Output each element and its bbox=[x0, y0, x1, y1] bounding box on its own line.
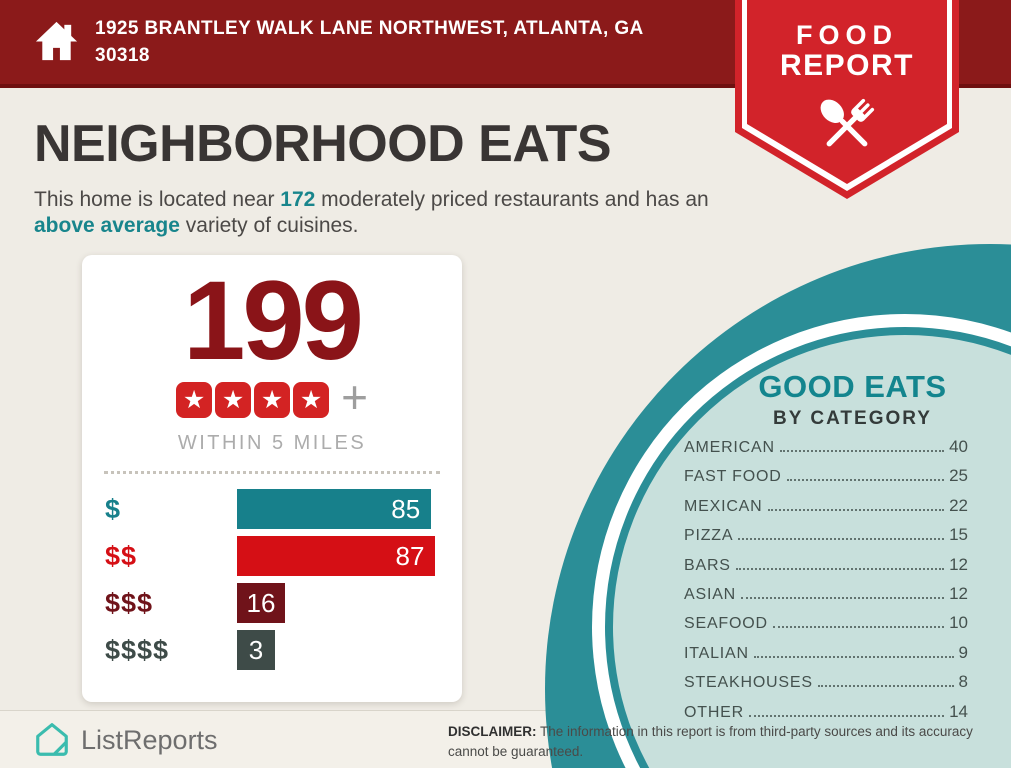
price-bar-row: $85 bbox=[105, 489, 437, 529]
dotted-leader bbox=[735, 567, 945, 570]
badge-title-line2: REPORT bbox=[779, 49, 914, 82]
category-row: STEAKHOUSES 8 bbox=[684, 672, 968, 692]
category-row: SEAFOOD 10 bbox=[684, 613, 968, 633]
bar-value: 3 bbox=[248, 634, 264, 665]
disclaimer-text: DISCLAIMER: The information in this repo… bbox=[448, 722, 993, 761]
star-icon: ★ bbox=[254, 382, 291, 418]
disclaimer-body: The information in this report is from t… bbox=[448, 724, 973, 759]
intro-text-part3: variety of cuisines. bbox=[179, 213, 359, 237]
page-title: NEIGHBORHOOD EATS bbox=[34, 115, 612, 173]
dotted-leader bbox=[738, 538, 945, 541]
category-name: MEXICAN bbox=[684, 497, 763, 515]
plus-icon: + bbox=[341, 371, 368, 423]
listreports-house-icon bbox=[36, 723, 68, 756]
category-count: 14 bbox=[949, 701, 968, 721]
disclaimer-label: DISCLAIMER: bbox=[448, 724, 537, 739]
dotted-leader bbox=[779, 450, 945, 452]
intro-text-part2: moderately priced restaurants and has an bbox=[315, 188, 709, 211]
star-icon: ★ bbox=[293, 382, 330, 418]
badge-title-line1: FOOD bbox=[796, 20, 898, 50]
category-count: 9 bbox=[958, 642, 968, 662]
category-count: 25 bbox=[949, 466, 968, 486]
restaurant-stat-card: 199 ★ ★ ★ ★ + WITHIN 5 MILES $85 $$ 87 $$$ 16 $$$… bbox=[82, 255, 462, 702]
category-name: PIZZA bbox=[684, 527, 734, 545]
category-count: 10 bbox=[949, 613, 968, 633]
price-tier-label: $ bbox=[105, 493, 122, 524]
category-count: 40 bbox=[949, 437, 968, 456]
bar-value: 16 bbox=[246, 587, 276, 618]
price-bar-row: $$$ 16 bbox=[105, 583, 437, 623]
dotted-leader bbox=[749, 714, 945, 717]
bar-value: 87 bbox=[395, 540, 425, 571]
good-eats-header: GOOD EATS BY CATEGORY bbox=[660, 369, 1011, 430]
price-tier-label: $$ bbox=[105, 540, 138, 571]
price-tier-label: $$$ bbox=[105, 587, 154, 618]
category-name: BARS bbox=[684, 556, 731, 574]
dotted-leader bbox=[753, 655, 954, 658]
radius-label: WITHIN 5 MILES bbox=[177, 432, 367, 454]
category-row: AMERICAN 40 bbox=[684, 437, 968, 457]
address-line-2: 30318 bbox=[95, 45, 150, 66]
category-row: BARS 12 bbox=[684, 555, 968, 575]
category-row: OTHER 14 bbox=[684, 702, 968, 722]
intro-section: NEIGHBORHOOD EATS This home is located n… bbox=[34, 118, 734, 239]
category-row: FAST FOOD 25 bbox=[684, 466, 968, 486]
food-report-badge: FOOD REPORT bbox=[735, 0, 959, 200]
ribbon-shape bbox=[735, 0, 959, 199]
property-address: 1925 BRANTLEY WALK LANE NORTHWEST, ATLAN… bbox=[95, 15, 644, 69]
total-restaurants-stat: 199 bbox=[183, 258, 364, 383]
star-icon: ★ bbox=[215, 382, 252, 418]
brand-name: ListReports bbox=[81, 724, 218, 755]
price-tier-bar-chart: $85 $$ 87 $$$ 16 $$$$ 3 bbox=[82, 489, 462, 670]
category-count: 22 bbox=[949, 495, 968, 515]
category-row: PIZZA 15 bbox=[684, 525, 968, 545]
bar: 16 bbox=[237, 583, 285, 623]
category-name: SEAFOOD bbox=[684, 615, 768, 633]
price-bar-row: $$$$ 3 bbox=[105, 630, 437, 670]
category-name: ASIAN bbox=[684, 585, 737, 603]
category-name: OTHER bbox=[684, 703, 744, 721]
crossed-spoon-fork-icon bbox=[820, 98, 875, 147]
home-icon bbox=[35, 21, 78, 61]
price-bar-row: $$ 87 bbox=[105, 536, 437, 576]
price-tier-label: $$$$ bbox=[105, 634, 170, 665]
category-row: ITALIAN 9 bbox=[684, 643, 968, 663]
intro-text-part1: This home is located near bbox=[34, 188, 281, 211]
category-row: MEXICAN 22 bbox=[684, 496, 968, 516]
dotted-leader bbox=[772, 626, 945, 629]
address-line-1: 1925 BRANTLEY WALK LANE NORTHWEST, ATLAN… bbox=[95, 18, 644, 39]
good-eats-subtitle: BY CATEGORY bbox=[773, 408, 932, 429]
category-count: 12 bbox=[949, 583, 968, 603]
good-eats-title: GOOD EATS bbox=[758, 369, 947, 404]
category-count: 12 bbox=[949, 554, 968, 574]
category-name: FAST FOOD bbox=[684, 468, 782, 486]
dotted-leader bbox=[817, 685, 954, 688]
rating-stars-row: ★ ★ ★ ★ + bbox=[82, 371, 462, 423]
bar-value: 85 bbox=[391, 493, 421, 524]
category-count: 8 bbox=[958, 672, 968, 692]
dotted-divider bbox=[104, 471, 440, 474]
bar: 3 bbox=[237, 630, 275, 670]
restaurant-count: 172 bbox=[280, 188, 316, 211]
dotted-leader bbox=[767, 508, 945, 511]
star-icon: ★ bbox=[176, 382, 213, 418]
category-name: ITALIAN bbox=[684, 644, 749, 662]
category-name: AMERICAN bbox=[684, 439, 775, 456]
category-row: ASIAN 12 bbox=[684, 584, 968, 604]
category-count-list: AMERICAN 40 FAST FOOD 25 MEXICAN 22 PIZZA 15 BAR… bbox=[684, 437, 968, 731]
bar: 85 bbox=[237, 489, 432, 529]
intro-text: This home is located near 172 moderately… bbox=[34, 187, 734, 239]
dotted-leader bbox=[786, 479, 945, 482]
badge-content: FOOD REPORT bbox=[735, 0, 959, 168]
listreports-logo: ListReports bbox=[33, 721, 218, 759]
bar: 87 bbox=[237, 536, 436, 576]
dotted-leader bbox=[741, 596, 945, 599]
category-count: 15 bbox=[949, 525, 968, 545]
category-name: STEAKHOUSES bbox=[684, 674, 813, 692]
variety-highlight: above average bbox=[34, 213, 180, 237]
